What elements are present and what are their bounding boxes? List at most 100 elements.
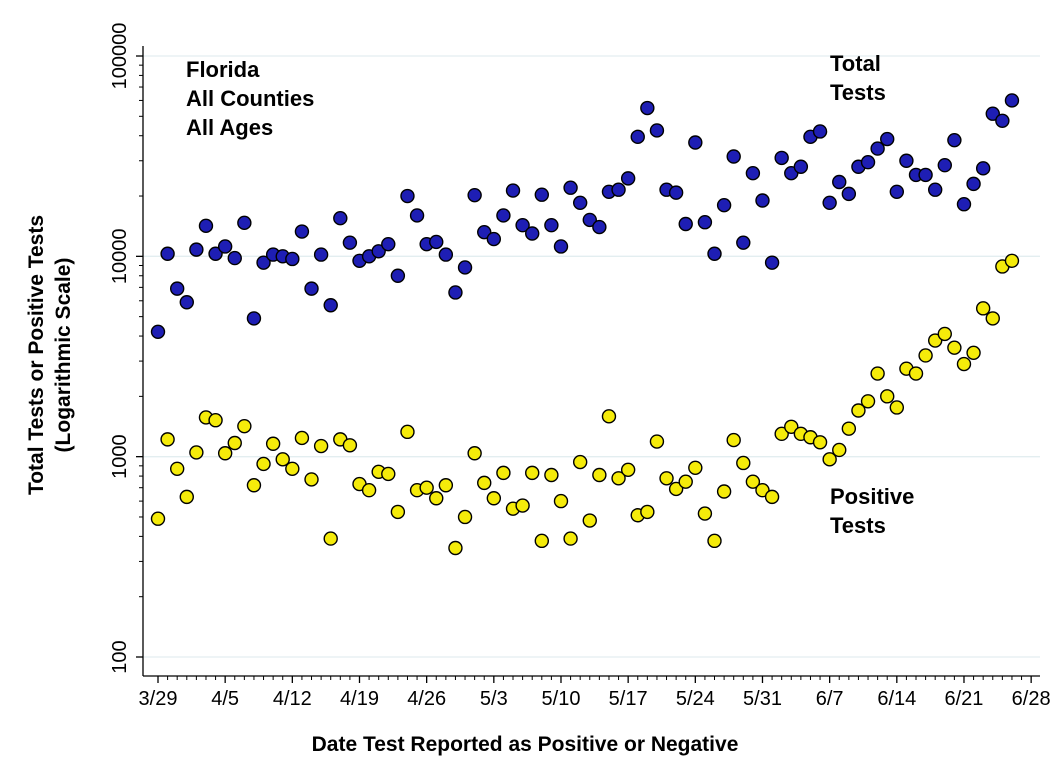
total-tests-point: 4/4: 10300 (208, 246, 223, 261)
x-tick-label: 6/21 (945, 688, 984, 710)
positive-tests-point: 6/7: 970 (822, 452, 837, 467)
total-tests-point: 6/6: 42000 (812, 124, 828, 139)
positive-tests-point: 5/27: 670 (716, 484, 732, 499)
x-tick-label: 5/31 (743, 688, 782, 710)
total-tests-point: 4/15: 10200 (313, 247, 329, 262)
positive-tests-point: 5/19: 530 (640, 504, 655, 520)
total-tests-point: 4/2: 10800 (189, 242, 204, 257)
x-tick-label: 4/5 (211, 688, 239, 710)
x-tick-label: 3/29 (139, 688, 178, 710)
total-tests-point: 6/24: 51500 (985, 106, 1000, 121)
total-tests-point: 5/31: 19000 (755, 193, 770, 208)
x-tick-label: 6/7 (816, 688, 844, 710)
total-tests-point: 6/9: 20500 (841, 186, 857, 202)
total-tests-point: 4/30: 8800 (457, 260, 473, 275)
y-axis-label-line-1: Total Tests or Positive Tests (25, 214, 48, 496)
positive-tests-point: 5/30: 750 (745, 474, 761, 489)
positive-tests-point: 6/14: 1760 (889, 400, 905, 415)
total-tests-point: 5/24: 37000 (688, 135, 703, 150)
positive-tests-point: 5/26: 380 (707, 533, 722, 549)
positive-tests-point: 4/16: 390 (323, 531, 338, 546)
positive-tests-point: 5/15: 1590 (601, 409, 617, 424)
x-tick-label: 5/17 (609, 688, 648, 710)
positive-tests-point: 5/24: 880 (688, 460, 703, 475)
positive-tests-point: 4/14: 770 (304, 472, 319, 487)
positive-tests-point: 6/20: 3500 (947, 340, 962, 355)
total-tests-point: 6/17: 25500 (918, 167, 933, 183)
positive-tests-point: 4/11: 970 (275, 452, 290, 467)
x-tick-label: 4/19 (340, 688, 379, 710)
x-tick-label: 5/10 (542, 688, 581, 710)
positive-tests-point: 3/30: 1220 (160, 432, 175, 447)
positive-tests-point: 5/12: 940 (572, 454, 588, 470)
positive-tests-point: 4/7: 1420 (237, 418, 252, 434)
total-tests-point: 4/17: 15500 (333, 211, 348, 226)
positive-tests-point: 5/23: 750 (678, 474, 693, 489)
positive-tests-annotation: Positive Tests (830, 482, 914, 540)
positive-tests-point: 6/9: 1380 (841, 421, 857, 436)
y-tick-label: 100 (109, 640, 131, 673)
positive-tests-point: 6/10: 1700 (851, 403, 866, 418)
positive-tests-point: 5/13: 480 (582, 513, 597, 528)
total-tests-point: 4/29: 6600 (448, 285, 463, 300)
total-tests-point: 3/30: 10300 (160, 246, 175, 261)
total-tests-point: 5/16: 21500 (611, 182, 626, 197)
positive-tests-point: 6/12: 2600 (870, 366, 885, 381)
positive-tests-point: 4/8: 720 (246, 478, 262, 493)
y-tick-labels: 100 1000 10000 100000 (109, 23, 131, 674)
positive-tests-point: 5/20: 1190 (649, 434, 665, 449)
total-tests-point: 4/25: 16000 (409, 208, 425, 223)
location-line-1: Florida (186, 57, 260, 82)
total-tests-point: 5/5: 21300 (505, 183, 521, 198)
positive-tests-point: 6/22: 3300 (966, 345, 981, 360)
total-tests-point: 4/5: 11200 (217, 239, 233, 254)
positive-tests-point: 5/21: 780 (659, 471, 674, 486)
total-tests-point: 5/20: 42500 (649, 123, 665, 138)
positive-tests-point: 4/26: 700 (419, 480, 434, 495)
location-line-3: All Ages (186, 115, 274, 140)
positive-tests-point: 5/3: 620 (486, 491, 502, 506)
positive-tests-point: 6/17: 3200 (918, 348, 933, 363)
total-tests-point: 6/14: 21000 (889, 184, 905, 199)
positive-tests-point: 4/12: 870 (285, 461, 300, 476)
total-label-line-1: Total (830, 51, 881, 76)
x-axis-label: Date Test Reported as Positive or Negati… (311, 733, 739, 756)
total-tests-point: 6/18: 21500 (927, 182, 943, 197)
positive-tests-point: 5/17: 860 (620, 462, 636, 477)
total-tests-point: 5/27: 18000 (716, 197, 732, 213)
total-tests-point: 5/3: 12200 (486, 231, 502, 247)
positive-tests-point: 6/19: 4100 (937, 326, 952, 342)
positive-tests-point: 5/6: 570 (515, 498, 530, 513)
positive-tests-point: 5/9: 810 (544, 467, 559, 483)
positive-tests-point: 5/8: 380 (534, 533, 549, 549)
positive-tests-point: 5/7: 830 (525, 465, 540, 481)
positive-label-line-2: Tests (830, 513, 886, 538)
total-tests-point: 6/25: 47500 (995, 113, 1010, 128)
total-tests-point: 3/29: 4200 (150, 324, 166, 340)
total-tests-point: 6/19: 28500 (937, 158, 952, 173)
positive-tests-point: 5/10: 600 (553, 493, 569, 509)
total-tests-point: 5/4: 16000 (496, 208, 511, 223)
total-tests-point: 5/7: 13000 (525, 226, 540, 241)
positive-tests-point: 4/4: 1520 (208, 413, 223, 428)
total-tests-point: 5/23: 14500 (678, 216, 693, 232)
x-tick-label: 4/26 (407, 688, 446, 710)
total-tests-point: 4/9: 9300 (256, 255, 271, 270)
positive-tests-point: 4/2: 1050 (189, 445, 204, 460)
positive-tests-point: 6/26: 9500 (1004, 253, 1020, 268)
total-tests-point: 5/19: 55000 (640, 100, 655, 116)
total-tests-annotation: Total Tests (830, 49, 886, 107)
series-positive-tests: 3/29: 490 3/30: 1220 3/31: 870 4/1: 630 4/2:… (150, 253, 1020, 556)
total-tests-point: 6/12: 34500 (870, 141, 885, 156)
positive-tests-point: 5/22: 690 (668, 481, 684, 497)
total-tests-point: 4/18: 11700 (342, 235, 358, 250)
total-tests-point: 4/12: 9700 (285, 251, 300, 267)
positive-tests-point: 6/11: 1890 (860, 394, 876, 409)
total-tests-point: 4/3: 14200 (198, 218, 214, 234)
positive-tests-point: 4/10: 1160 (265, 436, 281, 451)
positive-tests-point: 6/24: 4900 (985, 311, 1000, 326)
positive-tests-point: 4/24: 1330 (400, 424, 415, 440)
total-tests-point: 4/13: 13300 (294, 224, 310, 239)
positive-tests-point: 5/16: 780 (611, 471, 626, 486)
